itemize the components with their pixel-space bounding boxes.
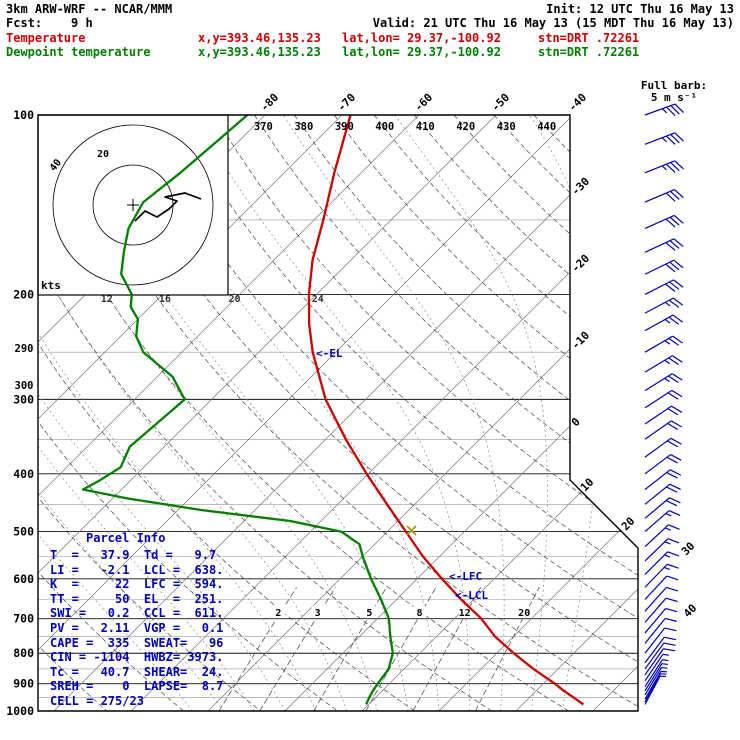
hodograph-trace [134,192,202,222]
forecast-hour: Fcst: 9 h [6,16,93,30]
pressure-tick-label: 700 [13,612,34,626]
dry-adiabat-top-label: 410 [416,121,435,133]
isotherm-right-label: 20 [619,515,638,534]
pressure-tick-label: 600 [13,572,34,586]
temperature-station: stn=DRT .72261 [538,31,640,45]
pressure-tick-label: 900 [13,677,34,691]
hodograph-units-label: kts [41,279,61,292]
header-row-1: 3km ARW-WRF -- NCAR/MMM Init: 12 UTC Thu… [0,2,740,16]
mixing-ratio-lines [218,587,540,711]
dewpoint-latlon: lat,lon= 29.37,-100.92 [342,45,501,59]
hodograph-ring-label-20: 20 [97,149,110,160]
dry-adiabat-top-label: 440 [537,121,556,133]
dewpoint-xy: x,y=393.46,135.23 [198,45,321,59]
dry-adiabat-left-label: 290 [15,343,34,355]
el-annotation: <-EL [316,347,343,360]
svg-text:12: 12 [101,294,113,305]
hodograph-ring [52,124,214,286]
hodograph-origin-cross [127,199,139,211]
svg-text:12: 12 [459,608,471,619]
isotherm-right-label: -10 [569,329,592,352]
lcl-annotation: <-LCL [455,589,489,602]
svg-text:20: 20 [518,608,530,619]
dry-adiabat-top-label: 390 [335,121,354,133]
isotherm-top-label: -80 [258,91,281,114]
isotherm-right-label: -20 [569,252,592,275]
header-row-2: Fcst: 9 h Valid: 21 UTC Thu 16 May 13 (1… [0,16,740,30]
pressure-tick-label: 400 [13,467,34,481]
svg-text:3: 3 [315,608,321,619]
isotherm-right-label: 0 [569,415,583,429]
dry-adiabat-top-label: 400 [375,121,394,133]
isotherm-top-label: -70 [335,91,358,114]
moist-adiabat-labels: 12 16 20 24 [101,294,324,305]
dewpoint-legend-row: Dewpoint temperature x,y=393.46,135.23 l… [0,45,740,59]
parcel-info-title: Parcel Info [86,531,166,545]
parcel-info-box: Parcel Info T = 37.9 Td = 9.7 LI = -2.1 … [50,531,223,709]
temperature-xy: x,y=393.46,135.23 [198,31,321,45]
pressure-tick-label: 300 [13,392,34,406]
temperature-curve [307,115,585,706]
hodograph-inset [37,114,229,296]
svg-text:5: 5 [366,608,372,619]
barb-legend-line2: 5 m s⁻¹ [650,91,698,104]
barb-legend: Full barb: 5 m s⁻¹ [612,80,736,104]
dewpoint-curve [81,115,394,705]
dry-adiabat-top-label: 420 [456,121,475,133]
dry-adiabat-top-label: 370 [254,121,273,133]
isotherm-right-label: 30 [679,540,698,559]
isotherm-top-label: -50 [489,91,512,114]
valid-time: Valid: 21 UTC Thu 16 May 13 (15 MDT Thu … [372,16,734,30]
dewpoint-legend-label: Dewpoint temperature [6,45,151,59]
wind-barb-column [644,103,684,705]
pressure-tick-label: 1000 [6,704,34,718]
model-title: 3km ARW-WRF -- NCAR/MMM [6,2,173,16]
svg-text:20: 20 [228,294,240,305]
mixing-ratio-labels: 2 3 5 8 12 20 [272,606,532,619]
pressure-tick-label: 800 [13,646,34,660]
dry-adiabat-top-label: 380 [294,121,313,133]
temperature-legend-row: Temperature x,y=393.46,135.23 lat,lon= 2… [0,31,740,45]
isotherm-right-label: 40 [681,602,700,621]
plot-border [37,114,639,712]
pressure-tick-label: 500 [13,525,34,539]
isotherm-right-label: -30 [569,175,592,198]
dry-adiabat-left-label: 300 [15,380,34,392]
temperature-latlon: lat,lon= 29.37,-100.92 [342,31,501,45]
svg-text:16: 16 [159,294,171,305]
init-time: Init: 12 UTC Thu 16 May 13 [546,2,734,16]
barb-legend-line1: Full barb: [640,79,708,92]
lfc-annotation: <-LFC [449,570,483,583]
level-marker-x [406,525,417,536]
svg-text:8: 8 [416,608,422,619]
svg-text:2: 2 [275,608,281,619]
dewpoint-station: stn=DRT .72261 [538,45,640,59]
svg-text:24: 24 [312,294,324,305]
pressure-tick-label: 200 [13,287,34,301]
pressure-tick-label: 100 [13,108,34,122]
isotherm-top-label: -40 [566,91,589,114]
temperature-legend-label: Temperature [6,31,86,45]
isotherm-top-label: -60 [412,91,435,114]
parcel-info-values: T = 37.9 Td = 9.7 LI = -2.1 LCL = 638. K… [50,548,224,708]
dry-adiabat-top-label: 430 [497,121,516,133]
